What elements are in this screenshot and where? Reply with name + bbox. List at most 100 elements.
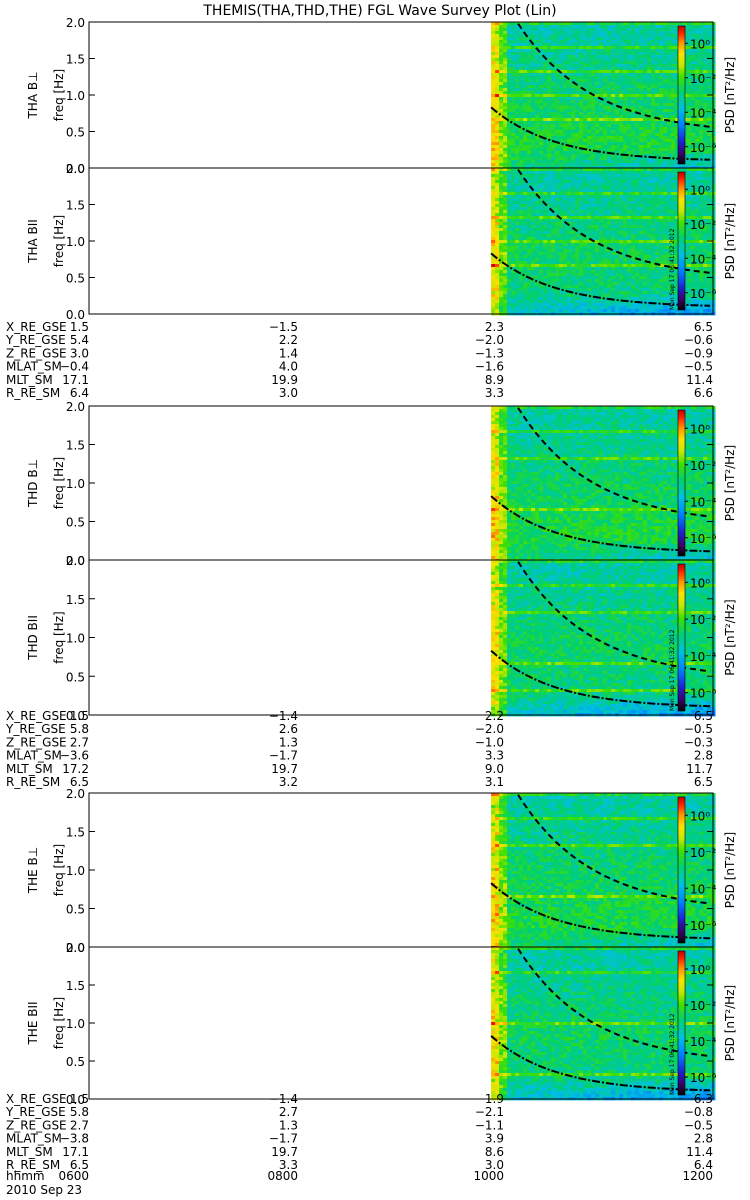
spec-cell — [507, 157, 512, 161]
spec-cell — [615, 255, 620, 259]
spec-cell — [643, 201, 648, 205]
spec-cell — [571, 43, 576, 47]
spec-cell — [555, 306, 560, 310]
spec-cell — [539, 297, 544, 301]
spec-cell — [575, 25, 580, 29]
spec-cell — [623, 112, 628, 116]
spec-cell — [627, 64, 632, 68]
spec-cell — [583, 267, 588, 271]
spec-cell — [503, 154, 508, 158]
spec-cell — [495, 264, 500, 268]
spec-cell — [503, 94, 508, 98]
spec-cell — [603, 306, 608, 310]
spec-cell — [579, 255, 584, 259]
spec-cell — [555, 97, 560, 101]
spec-cell — [663, 121, 668, 125]
spec-cell — [587, 264, 592, 268]
spec-cell — [579, 82, 584, 86]
spec-cell — [563, 142, 568, 146]
spec-cell — [587, 52, 592, 56]
spec-cell — [607, 189, 612, 193]
spec-cell — [531, 291, 536, 295]
spec-cell — [595, 207, 600, 211]
spec-cell — [639, 157, 644, 161]
spec-cell — [659, 219, 664, 223]
spec-cell — [507, 82, 512, 86]
spec-cell — [607, 64, 612, 68]
spec-cell — [691, 127, 696, 131]
spec-cell — [499, 255, 504, 259]
spec-cell — [591, 43, 596, 47]
spec-cell — [655, 46, 660, 50]
spec-cell — [623, 171, 628, 175]
spec-cell — [631, 136, 636, 140]
spec-cell — [547, 151, 552, 155]
spec-cell — [503, 216, 508, 220]
spec-cell — [695, 43, 700, 47]
spec-cell — [591, 261, 596, 265]
spec-cell — [555, 127, 560, 131]
spec-cell — [535, 276, 540, 280]
spec-cell — [607, 22, 612, 26]
spec-cell — [639, 49, 644, 53]
spec-cell — [659, 91, 664, 95]
spec-cell — [627, 67, 632, 71]
spec-cell — [591, 82, 596, 86]
spec-cell — [635, 240, 640, 244]
spec-cell — [603, 186, 608, 190]
spec-cell — [527, 264, 532, 268]
spec-cell — [567, 288, 572, 292]
spec-cell — [603, 94, 608, 98]
spec-cell — [519, 52, 524, 56]
spec-cell — [503, 121, 508, 125]
spec-cell — [623, 276, 628, 280]
spec-cell — [643, 46, 648, 50]
spec-cell — [535, 270, 540, 274]
spec-cell — [591, 37, 596, 41]
spec-cell — [603, 285, 608, 289]
spec-cell — [631, 267, 636, 271]
spec-cell — [671, 177, 676, 181]
spec-cell — [611, 228, 616, 232]
spec-cell — [567, 177, 572, 181]
spec-cell — [503, 130, 508, 134]
spec-cell — [655, 264, 660, 268]
spec-cell — [499, 112, 504, 116]
spec-cell — [635, 297, 640, 301]
spec-cell — [599, 240, 604, 244]
spec-cell — [507, 94, 512, 98]
spec-cell — [639, 67, 644, 71]
spec-cell — [647, 109, 652, 113]
spec-cell — [527, 258, 532, 262]
spec-cell — [579, 249, 584, 253]
spec-cell — [559, 213, 564, 217]
spec-cell — [631, 192, 636, 196]
spec-cell — [559, 210, 564, 214]
spec-cell — [575, 216, 580, 220]
spec-cell — [559, 246, 564, 250]
spec-cell — [491, 267, 496, 271]
spec-cell — [551, 103, 556, 107]
spec-cell — [491, 142, 496, 146]
spec-cell — [595, 148, 600, 152]
spec-cell — [499, 282, 504, 286]
spec-cell — [515, 285, 520, 289]
spec-cell — [591, 255, 596, 259]
spec-cell — [595, 25, 600, 29]
spec-cell — [683, 22, 688, 26]
spec-cell — [675, 136, 680, 140]
spec-cell — [555, 267, 560, 271]
spec-cell — [547, 309, 552, 313]
spec-cell — [579, 64, 584, 68]
spec-cell — [639, 252, 644, 256]
spec-cell — [607, 142, 612, 146]
spec-cell — [699, 34, 704, 38]
spec-cell — [707, 124, 712, 128]
spec-cell — [539, 246, 544, 250]
spec-cell — [623, 168, 628, 172]
spec-cell — [583, 130, 588, 134]
spec-cell — [507, 300, 512, 304]
spec-cell — [519, 85, 524, 89]
spec-cell — [507, 31, 512, 35]
spec-cell — [611, 127, 616, 131]
